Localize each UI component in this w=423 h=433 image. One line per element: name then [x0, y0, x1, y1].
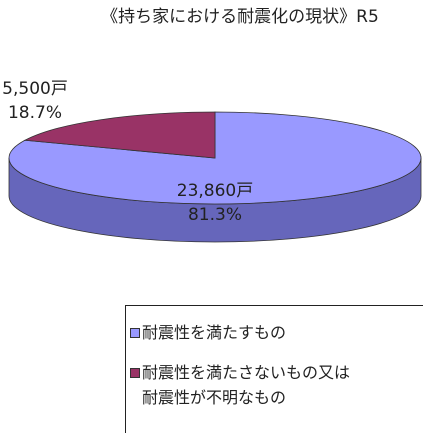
legend-swatch	[130, 368, 140, 378]
percent-label: 81.3%	[188, 205, 242, 225]
pie-slice	[23, 111, 216, 159]
legend-item: 耐震性を満たすもの	[130, 320, 423, 345]
legend-label: 耐震性を満たすもの	[142, 323, 287, 342]
chart-title: 《持ち家における耐震化の現状》R5	[101, 7, 379, 27]
percent-label: 18.7%	[8, 103, 62, 123]
count-label: 23,860戸	[177, 181, 253, 201]
legend-label: 耐震性を満たさないもの又は耐震性が不明なもの	[142, 363, 351, 407]
count-label: 5,500戸	[2, 79, 68, 99]
legend-item: 耐震性を満たさないもの又は耐震性が不明なもの	[130, 360, 423, 410]
legend: 耐震性を満たすもの耐震性を満たさないもの又は耐震性が不明なもの	[125, 305, 423, 433]
legend-swatch	[130, 328, 140, 338]
chart: 《持ち家における耐震化の現状》R5 23,860戸 81.3% 5,500戸 18.7…	[2, 7, 422, 243]
